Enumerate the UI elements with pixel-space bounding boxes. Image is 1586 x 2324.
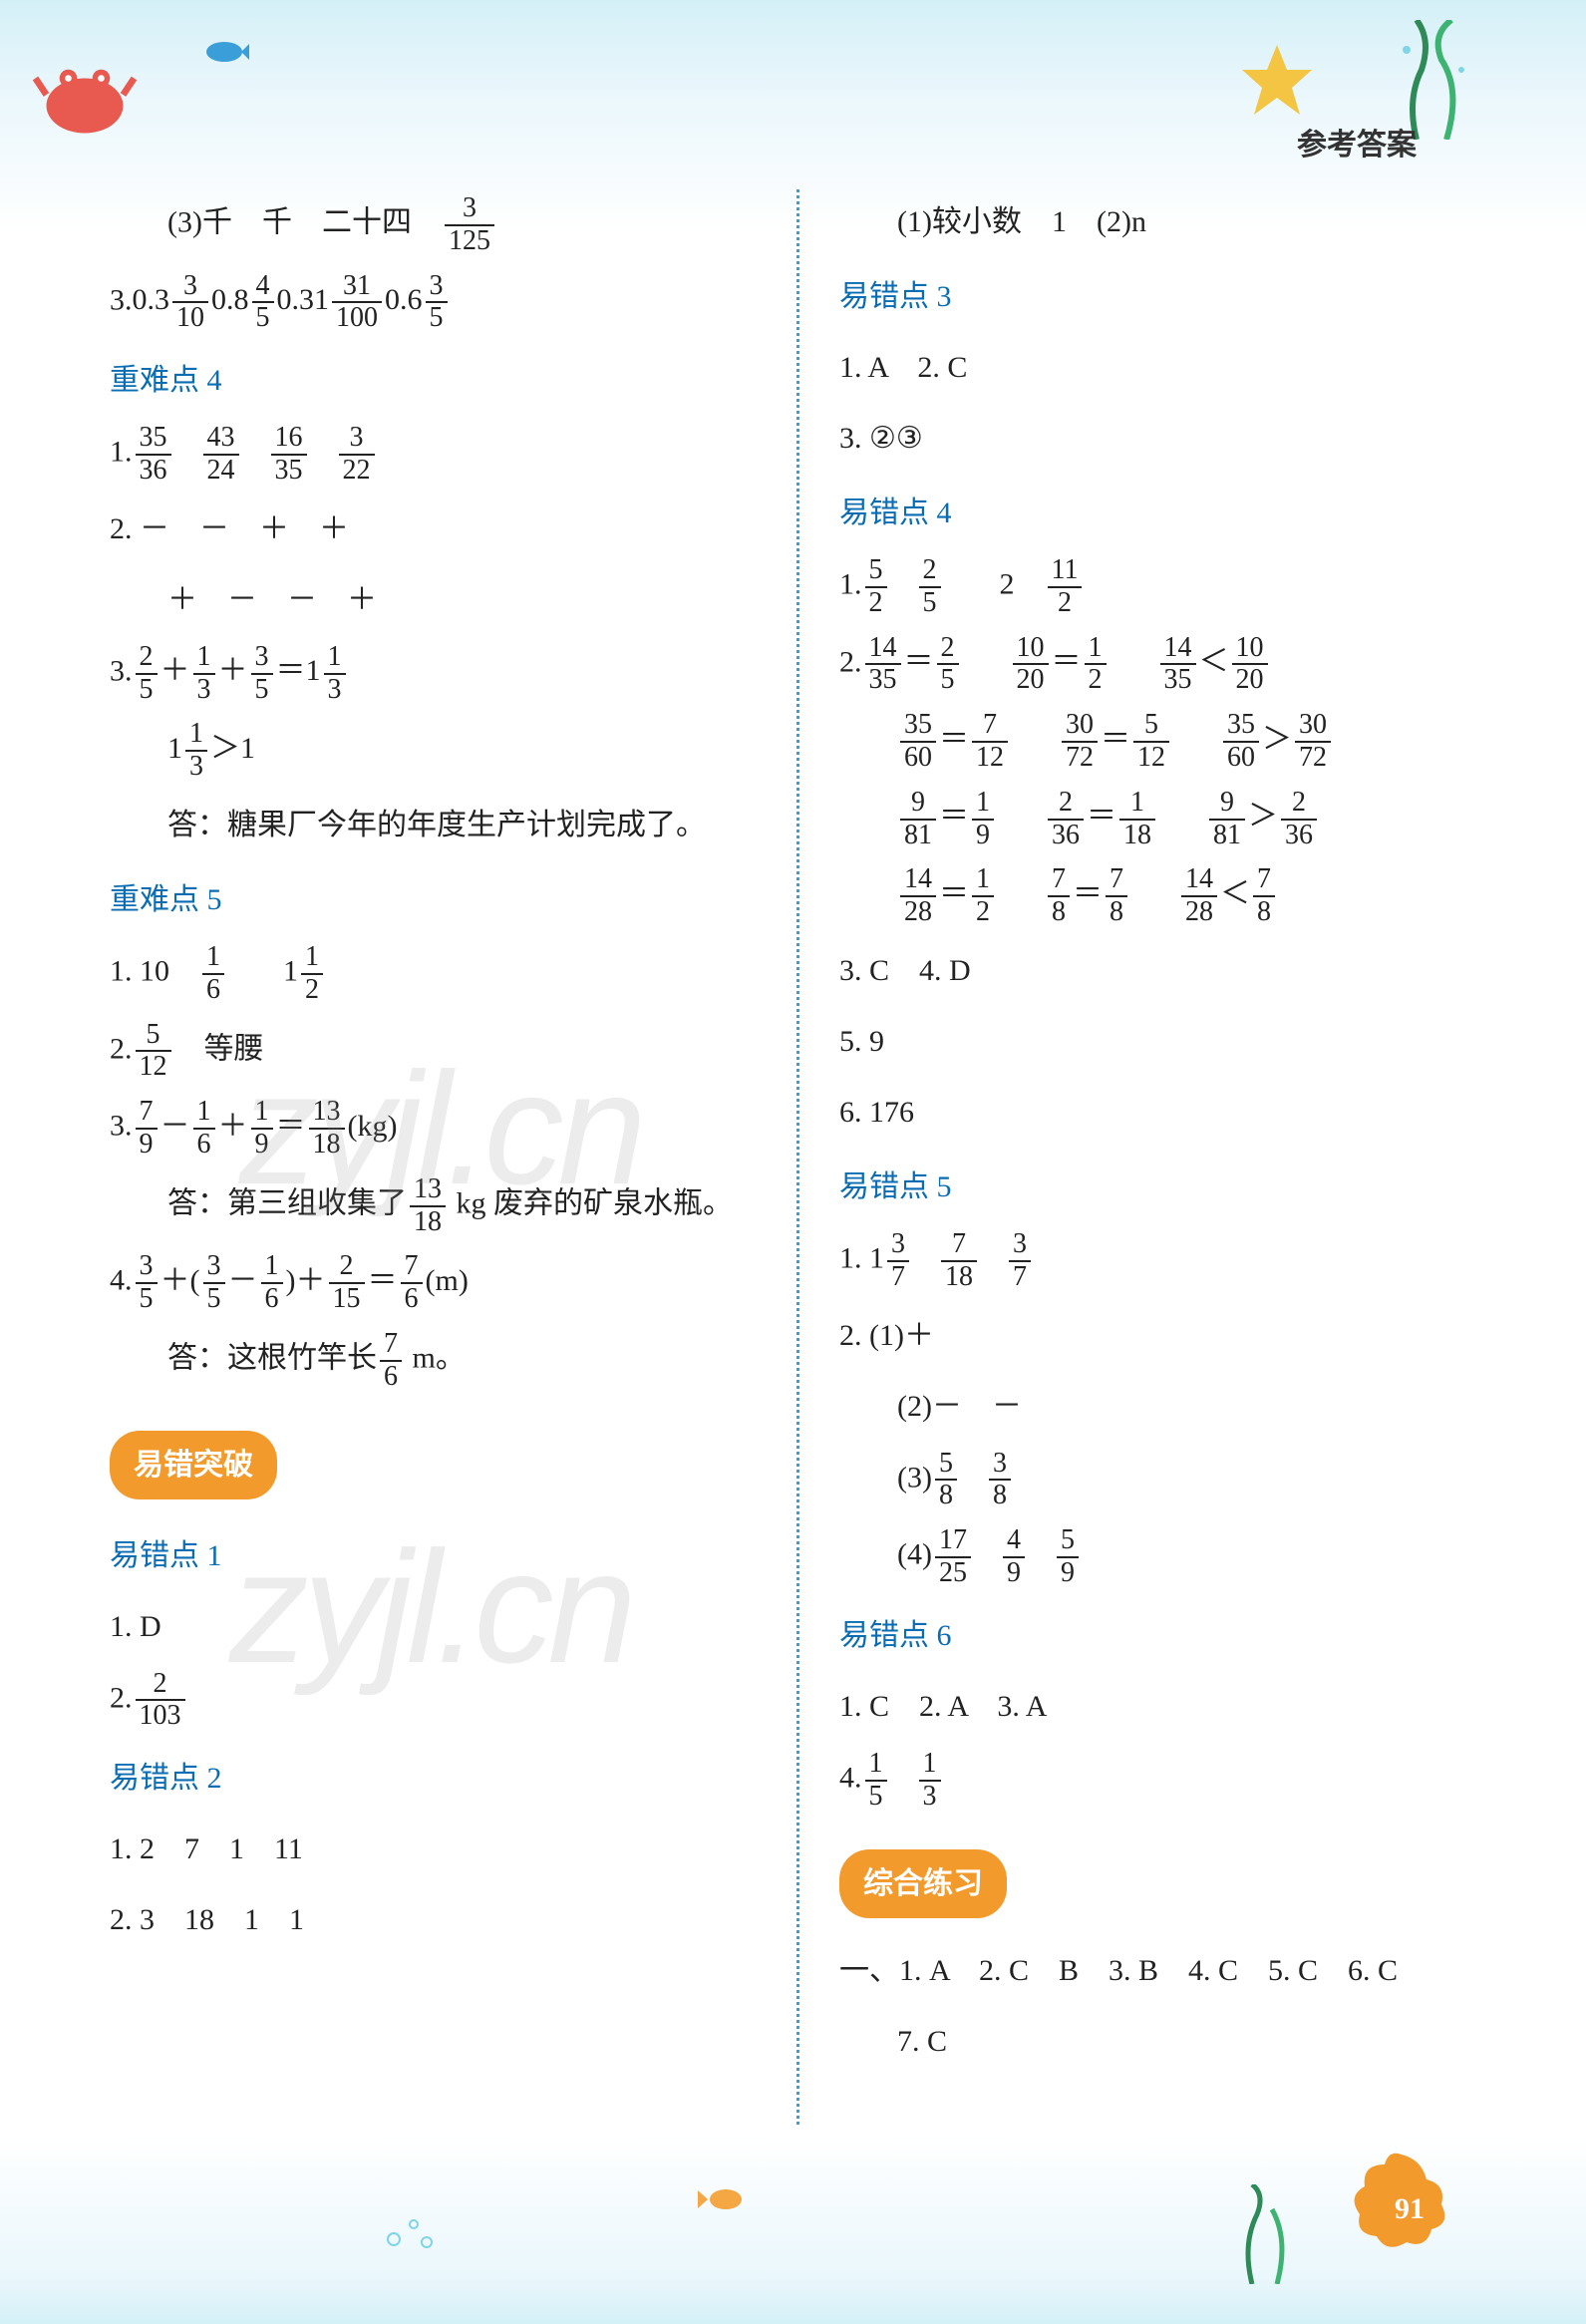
section-heading: 易错点 6 [839, 1607, 1486, 1664]
answer-line: 2. － － ＋ ＋ [110, 500, 757, 557]
answer-line: (4)17254959 [897, 1525, 1486, 1589]
answer-text: 答：这根竹竿长76 m。 [167, 1329, 757, 1393]
answer-line: 2.1435＝251020＝121435＜1020 [839, 633, 1486, 697]
answer-line: (1)较小数 1 (2)n [897, 193, 1486, 250]
answer-line: (3)5838 [897, 1449, 1486, 1512]
answer-line: 1. 2 7 1 11 [110, 1821, 757, 1877]
answer-line: 1. C 2. A 3. A [839, 1678, 1486, 1735]
answer-line: 4.1513 [839, 1749, 1486, 1813]
answer-line: 1. A 2. C [839, 339, 1486, 396]
answer-line: 6. 176 [839, 1084, 1486, 1141]
answer-line: (2)－ － [897, 1378, 1486, 1435]
answer-line: 1428＝1278＝781428＜78 [897, 864, 1486, 928]
section-heading: 易错点 1 [110, 1527, 757, 1584]
section-heading: 重难点 5 [110, 871, 757, 928]
answer-line: 2. 3 18 1 1 [110, 1891, 757, 1948]
answer-line: 3. ②③ [839, 410, 1486, 467]
bubbles-icon [379, 2204, 439, 2254]
answer-line: 981＝19236＝118981＞236 [897, 788, 1486, 851]
left-column: (3)千 千 二十四 3125 3.0.33100.8450.31311000.… [110, 179, 757, 2184]
section-heading: 易错点 5 [839, 1159, 1486, 1215]
answer-line: 3.25＋13＋35＝113 [110, 642, 757, 706]
answer-line: 1. D [110, 1598, 757, 1655]
answer-line: 7. C [897, 2013, 1486, 2070]
answer-text: 答：糖果厂今年的年度生产计划完成了。 [167, 797, 757, 853]
header-label: 参考答案 [1297, 120, 1417, 164]
section-heading: 重难点 4 [110, 352, 757, 409]
section-heading: 易错点 3 [839, 268, 1486, 325]
answer-line: 4.35＋(35－16)＋215＝76(m) [110, 1251, 757, 1315]
answer-line: 3.79－16＋19＝1318(kg) [110, 1097, 757, 1161]
right-column: (1)较小数 1 (2)n 易错点 3 1. A 2. C 3. ②③ 易错点 … [839, 179, 1486, 2184]
answer-line: 3. C 4. D [839, 942, 1486, 999]
answer-line: 1. 10 16 112 [110, 942, 757, 1006]
section-pill: 易错突破 [110, 1431, 277, 1499]
section-heading: 易错点 2 [110, 1750, 757, 1807]
answer-line: 2. (1)＋ [839, 1307, 1486, 1364]
answer-line: 113＞1 [167, 719, 757, 783]
answer-text: 答：第三组收集了1318 kg 废弃的矿泉水瓶。 [167, 1174, 757, 1238]
section-pill: 综合练习 [839, 1849, 1007, 1918]
answer-line: 1. 13771837 [839, 1229, 1486, 1293]
section-heading: 易错点 4 [839, 485, 1486, 541]
answer-line: 2.512 等腰 [110, 1020, 757, 1084]
answer-line: 一、1. A 2. C B 3. B 4. C 5. C 6. C [839, 1942, 1486, 1999]
crab-icon [30, 50, 140, 140]
column-divider [796, 189, 799, 2125]
answer-line: ＋ － － ＋ [167, 571, 757, 628]
fish-icon [698, 2184, 748, 2214]
page-number: 91 [1395, 2192, 1425, 2226]
answer-line: (3)千 千 二十四 3125 [167, 193, 757, 257]
answer-line: 3.0.33100.8450.31311000.635 [110, 271, 757, 335]
seaweed-icon [1227, 2184, 1307, 2284]
answer-line: 1.353643241635322 [110, 423, 757, 487]
answer-line: 5. 9 [839, 1013, 1486, 1070]
answer-line: 2.2103 [110, 1669, 757, 1733]
answer-line: 1.5225 2 112 [839, 555, 1486, 619]
fish-icon [199, 40, 249, 65]
star-icon [1237, 40, 1317, 120]
answer-line: 3560＝7123072＝5123560＞3072 [897, 710, 1486, 774]
